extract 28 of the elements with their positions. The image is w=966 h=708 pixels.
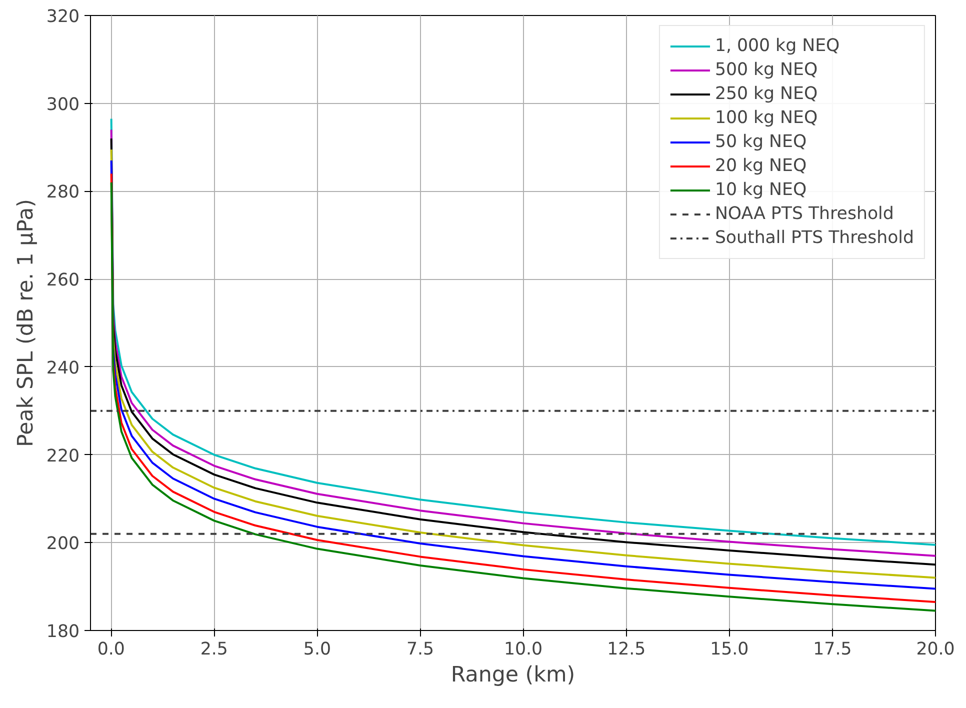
legend-label: NOAA PTS Threshold (714, 204, 894, 224)
x-tick-label: 17.5 (813, 640, 852, 660)
y-tick-label: 240 (46, 358, 80, 378)
legend-label: 500 kg NEQ (714, 60, 818, 80)
y-tick-label: 180 (46, 622, 80, 642)
y-tick-label: 260 (46, 270, 80, 291)
x-axis-title: Range (km) (450, 662, 576, 688)
legend-label: 50 kg NEQ (714, 132, 807, 152)
x-tick-label: 10.0 (504, 640, 543, 660)
y-tick-label: 280 (46, 182, 80, 203)
legend-label: 20 kg NEQ (714, 156, 807, 176)
x-tick-label: 5.0 (303, 640, 331, 660)
y-axis-title: Peak SPL (dB re. 1 μPa) (13, 199, 38, 447)
y-tick-label: 220 (46, 446, 80, 466)
x-tick-label: 12.5 (607, 640, 646, 660)
y-tick-label: 200 (46, 534, 80, 554)
y-tick-label: 320 (46, 7, 80, 27)
legend-label: 100 kg NEQ (714, 108, 818, 128)
x-tick-label: 2.5 (200, 640, 228, 660)
x-tick-label: 20.0 (916, 640, 955, 660)
x-tick-label: 7.5 (406, 640, 434, 660)
x-tick-label: 15.0 (710, 640, 749, 660)
legend-label: Southall PTS Threshold (714, 228, 914, 248)
legend-label: 250 kg NEQ (714, 84, 818, 104)
legend-label: 10 kg NEQ (714, 180, 807, 200)
legend-label: 1, 000 kg NEQ (714, 36, 840, 56)
x-tick-label: 0.0 (97, 640, 125, 660)
y-tick-label: 300 (46, 94, 80, 115)
